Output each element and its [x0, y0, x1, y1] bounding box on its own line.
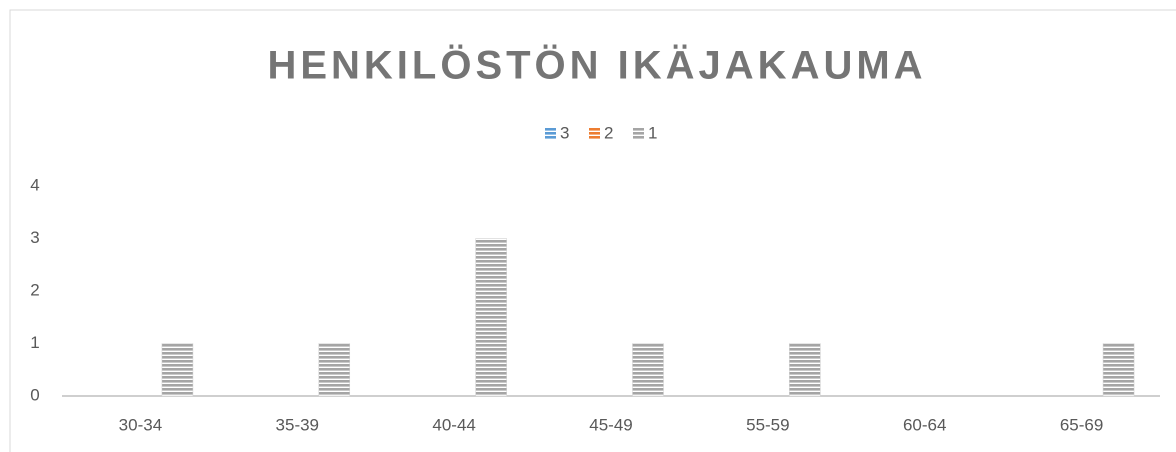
- y-tick-label: 2: [30, 280, 39, 299]
- y-tick-label: 3: [30, 228, 39, 247]
- x-tick-label: 65-69: [1060, 415, 1103, 434]
- bar: [475, 238, 507, 397]
- bar: [161, 343, 194, 397]
- y-tick-label: 1: [30, 333, 39, 352]
- legend-swatch: [633, 128, 644, 139]
- chart-title: HENKILÖSTÖN IKÄJAKAUMA: [267, 43, 926, 88]
- x-tick-label: 35-39: [276, 415, 319, 434]
- legend-label: 1: [648, 123, 657, 142]
- legend-label: 2: [604, 123, 613, 142]
- x-tick-label: 45-49: [589, 415, 632, 434]
- legend-label: 3: [560, 123, 569, 142]
- y-tick-label: 4: [30, 175, 39, 194]
- x-tick-label: 30-34: [119, 415, 162, 434]
- legend-swatch: [545, 128, 556, 139]
- legend-swatch: [589, 128, 600, 139]
- bar: [789, 343, 821, 397]
- y-tick-label: 0: [30, 385, 39, 404]
- bar: [1102, 343, 1135, 397]
- chart-frame: [9, 9, 1176, 452]
- x-tick-label: 40-44: [432, 415, 475, 434]
- x-tick-label: 55-59: [746, 415, 789, 434]
- bar: [318, 343, 351, 397]
- x-tick-label: 60-64: [903, 415, 946, 434]
- bar: [632, 343, 664, 397]
